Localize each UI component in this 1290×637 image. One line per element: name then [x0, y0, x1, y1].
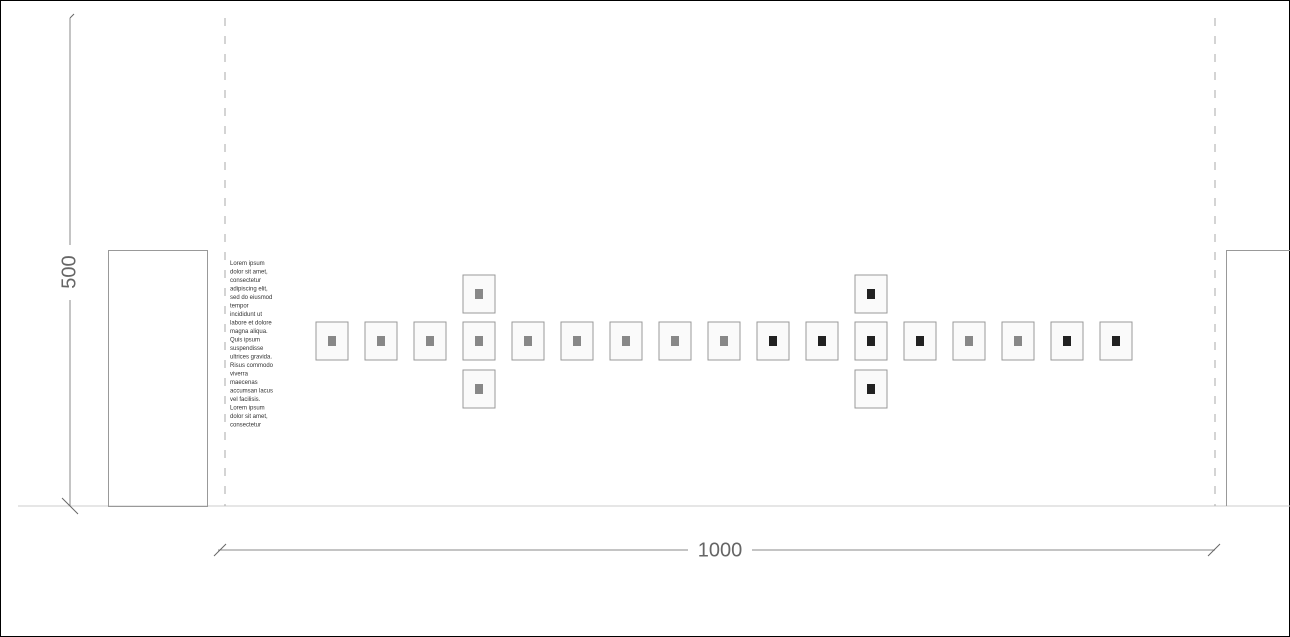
artwork — [867, 289, 875, 299]
artwork-frame — [609, 321, 643, 361]
artwork — [1112, 336, 1120, 346]
width-label: 1000 — [698, 539, 743, 561]
artwork — [818, 336, 826, 346]
frames — [315, 274, 1133, 409]
text-line: labore et dolore — [230, 321, 272, 327]
right-wall-block — [1226, 250, 1290, 506]
artwork-frame — [1050, 321, 1084, 361]
artwork — [1063, 336, 1071, 346]
artwork — [867, 336, 875, 346]
artwork-frame — [707, 321, 741, 361]
text-line: Lorem ipsum — [230, 261, 265, 267]
artwork-frame — [315, 321, 349, 361]
artwork-frame — [952, 321, 986, 361]
text-line: tempor — [230, 304, 249, 310]
text-line: incididunt ut — [230, 312, 262, 318]
artwork — [328, 336, 336, 346]
left-wall-block — [108, 250, 208, 507]
dimension-tick — [61, 497, 79, 515]
artwork — [475, 336, 483, 346]
artwork-frame — [805, 321, 839, 361]
text-line: viverra — [230, 372, 249, 378]
artwork — [622, 336, 630, 346]
text-line: ultrices gravida. — [230, 355, 272, 361]
artwork-frame — [1099, 321, 1133, 361]
text-line: consectetur — [230, 278, 261, 284]
text-block: Lorem ipsum dolor sit amet, consectetur adi… — [230, 261, 274, 429]
artwork-frame — [462, 369, 496, 409]
text-line: Quis ipsum — [230, 338, 260, 344]
artwork-frame — [560, 321, 594, 361]
dimension-tick — [1207, 543, 1221, 557]
artwork — [965, 336, 973, 346]
artwork-frame — [364, 321, 398, 361]
text-line: suspendisse — [230, 346, 264, 352]
text-line: dolor sit amet, — [230, 270, 268, 276]
text-line: accumsan lacus — [230, 389, 273, 395]
artwork-frame — [854, 321, 888, 361]
artwork — [769, 336, 777, 346]
artwork — [475, 289, 483, 299]
text-line: sed do eiusmod — [230, 295, 272, 301]
artwork-frame — [462, 274, 496, 314]
frame — [413, 321, 447, 361]
artwork-frame — [854, 274, 888, 314]
artwork — [916, 336, 924, 346]
artwork-frame — [413, 321, 447, 361]
artwork — [671, 336, 679, 346]
text-line: vel facilisis. — [230, 397, 261, 403]
artwork — [524, 336, 532, 346]
artwork-frame — [511, 321, 545, 361]
artwork — [426, 336, 434, 346]
text-line: magna aliqua. — [230, 329, 268, 335]
text-line: consectetur — [230, 423, 261, 429]
text-line: maecenas — [230, 380, 258, 386]
artwork — [475, 384, 483, 394]
artwork-frame — [1001, 321, 1035, 361]
dimension-tick — [213, 543, 227, 557]
artwork — [573, 336, 581, 346]
height-label: 500 — [58, 255, 80, 288]
artwork — [720, 336, 728, 346]
text-line: adipiscing elit, — [230, 287, 268, 293]
artwork — [377, 336, 385, 346]
artwork-frame — [756, 321, 790, 361]
text-line: Risus commodo — [230, 363, 274, 369]
text-line: dolor sit amet, — [230, 414, 268, 420]
artwork — [867, 384, 875, 394]
text-line: Lorem ipsum — [230, 406, 265, 412]
artwork-frame — [854, 369, 888, 409]
dimension-tick — [69, 13, 75, 19]
artwork-frame — [462, 321, 496, 361]
artwork-frame — [903, 321, 937, 361]
artwork — [1014, 336, 1022, 346]
artwork-frame — [658, 321, 692, 361]
